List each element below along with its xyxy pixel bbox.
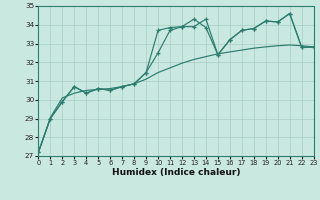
X-axis label: Humidex (Indice chaleur): Humidex (Indice chaleur) xyxy=(112,168,240,177)
